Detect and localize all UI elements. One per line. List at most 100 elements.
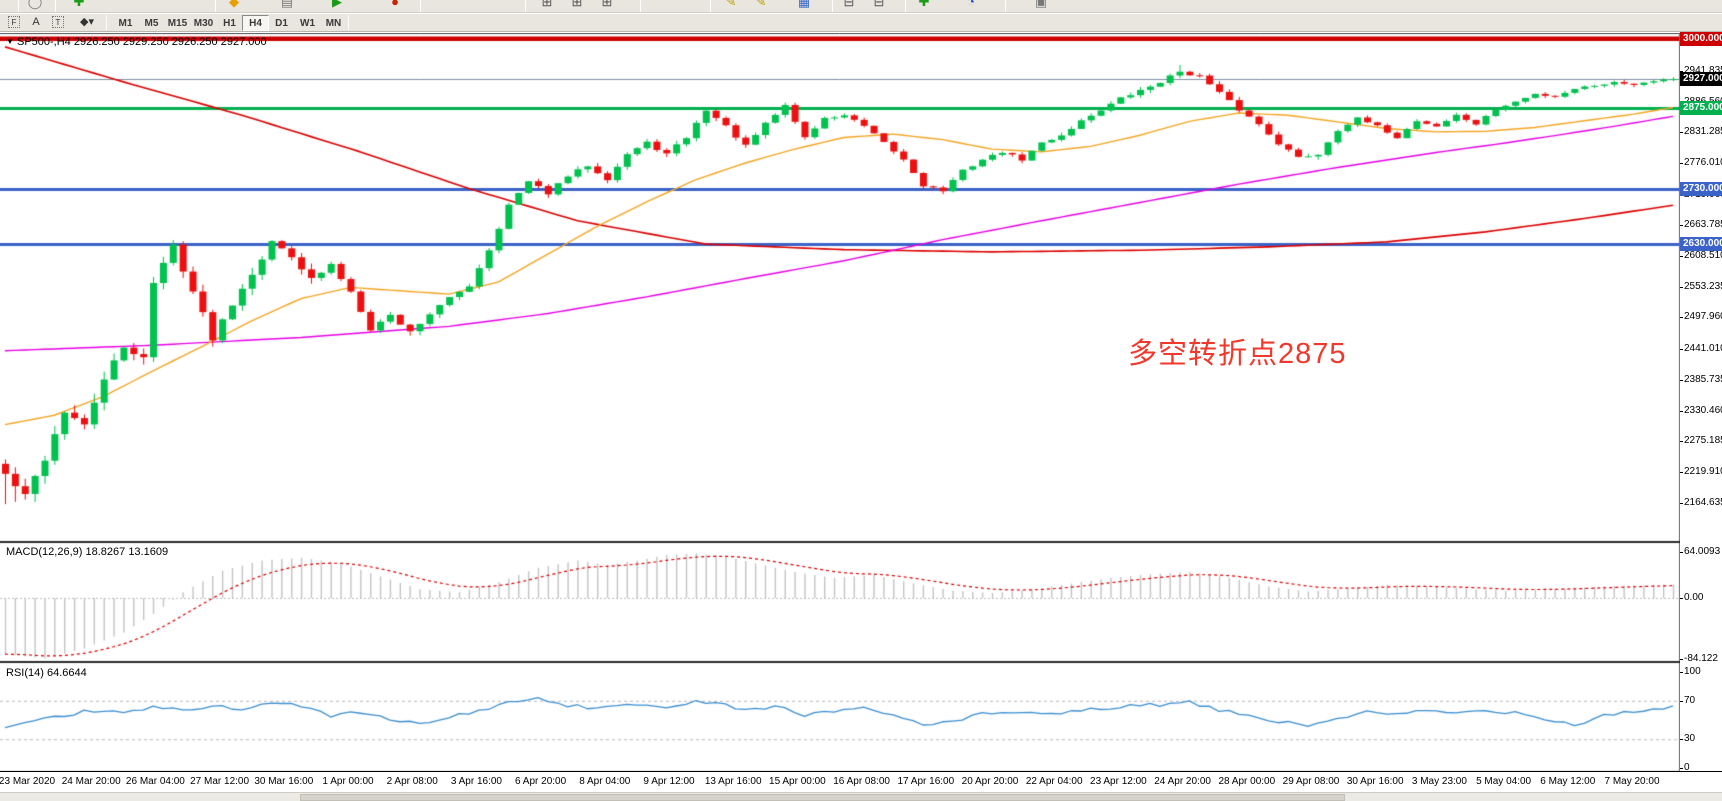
date-tick-label: 6 Apr 20:00 — [515, 776, 567, 787]
axis-tick-mark — [1680, 768, 1683, 769]
line-chart-icon[interactable]: ⊞ — [601, 0, 613, 9]
rsi-indicator-label: RSI(14) 64.6644 — [6, 667, 87, 679]
timeframe-button-w1[interactable]: W1 — [300, 18, 315, 29]
date-tick-label: 20 Apr 20:00 — [961, 776, 1019, 787]
toolbar-separator — [832, 0, 833, 12]
date-tick-label: 5 May 04:00 — [1476, 776, 1532, 787]
new-chart-icon[interactable]: ✚ — [73, 0, 85, 9]
date-tick-label: 24 Apr 20:00 — [1154, 776, 1211, 787]
date-tick-label: 15 Apr 00:00 — [769, 776, 826, 787]
macd-signal-value: 13.1609 — [128, 546, 169, 558]
axis-tick-mark — [1680, 349, 1683, 350]
arrange-windows-icon[interactable]: ⊟ — [873, 0, 885, 9]
print-icon[interactable]: ▤ — [280, 0, 294, 9]
price-tick-label: 2441.010 — [1684, 343, 1722, 354]
axis-tick-mark — [1680, 132, 1683, 133]
date-tick-label: 30 Mar 16:00 — [254, 776, 314, 787]
auto-scroll-icon[interactable]: ◔ — [967, 0, 975, 9]
toolbar-separator — [710, 0, 711, 12]
date-tick-label: 29 Apr 08:00 — [1282, 776, 1340, 787]
preview-icon[interactable]: ▶ — [332, 0, 342, 9]
date-tick-label: 17 Apr 16:00 — [897, 776, 955, 787]
price-tick-label: 0 — [1684, 762, 1690, 773]
zoom-in-icon[interactable]: ✎ — [725, 0, 737, 9]
zoom-icon[interactable]: ◯ — [27, 0, 43, 9]
price-tick-label: 2219.910 — [1684, 466, 1722, 477]
date-tick-label: 24 Mar 20:00 — [61, 776, 121, 787]
axis-tick-mark — [1680, 472, 1683, 473]
chart-shift-icon[interactable]: ▣ — [1034, 0, 1048, 9]
price-badge: 3000.000 — [1680, 32, 1722, 46]
toolbar-separator — [640, 0, 641, 12]
ohlc-low: 2926.250 — [171, 36, 218, 48]
zoom-out-icon[interactable]: ✎ — [755, 0, 767, 9]
timeframe-button-d1[interactable]: D1 — [275, 18, 288, 29]
date-tick-label: 9 Apr 12:00 — [643, 776, 695, 787]
date-axis[interactable]: 23 Mar 2020 24 Mar 20:00 26 Mar 04:00 27 Ma… — [0, 771, 1722, 791]
shapes-tool-icon[interactable]: ◆▾ — [80, 16, 94, 28]
price-tick-label: 70 — [1684, 695, 1696, 706]
chart-annotation-text: 多空转折点2875 — [1128, 338, 1347, 370]
text-label-tool-icon[interactable]: A — [32, 16, 40, 28]
axis-tick-mark — [1680, 287, 1683, 288]
toolbar-separator — [348, 15, 349, 30]
price-tick-label: 2831.285 — [1684, 126, 1722, 137]
tile-windows-icon[interactable]: ▦ — [797, 0, 811, 9]
bar-chart-icon[interactable]: ⊞ — [541, 0, 553, 9]
date-tick-label: 8 Apr 04:00 — [579, 776, 631, 787]
macd-name: MACD(12,26,9) — [6, 546, 83, 558]
date-tick-label: 7 May 20:00 — [1604, 776, 1660, 787]
collapse-triangle-icon[interactable]: ▼ — [6, 37, 14, 46]
price-badge: 2927.000 — [1680, 72, 1722, 86]
refresh-icon[interactable]: ● — [391, 0, 399, 9]
axis-tick-mark — [1680, 659, 1683, 660]
toolbar-separator — [525, 0, 526, 12]
toolbar-separator — [1005, 0, 1006, 12]
rsi-value: 64.6644 — [46, 667, 87, 679]
axis-tick-mark — [1680, 225, 1683, 226]
date-tick-label: 3 May 23:00 — [1411, 776, 1467, 787]
axis-tick-mark — [1680, 163, 1683, 164]
axis-tick-mark — [1680, 701, 1683, 702]
symbol-ohlc-line: ▼ SP500-,H4 2926.250 2929.250 2926.250 2… — [6, 36, 267, 48]
add-indicator-icon[interactable]: ✚ — [918, 0, 930, 9]
price-badge: 2630.000 — [1680, 237, 1722, 251]
cascade-windows-icon[interactable]: ⊟ — [843, 0, 855, 9]
date-tick-label: 2 Apr 08:00 — [386, 776, 438, 787]
chart-area[interactable] — [0, 33, 1722, 773]
cursor-grid-icon[interactable]: F — [4, 15, 24, 31]
ohlc-high: 2929.250 — [122, 36, 169, 48]
timeframe-button-m30[interactable]: M30 — [193, 18, 214, 29]
price-tick-label: 2608.510 — [1684, 250, 1722, 261]
timeframe-button-h1[interactable]: H1 — [223, 18, 236, 29]
price-tick-label: 30 — [1684, 733, 1696, 744]
price-axis[interactable]: 2941.8352886.5602831.2852776.0102719.060… — [1680, 32, 1722, 773]
timeframe-button-mn[interactable]: MN — [325, 18, 342, 29]
cursor-grid-glyph: F — [8, 16, 20, 28]
date-tick-label: 30 Apr 16:00 — [1346, 776, 1404, 787]
date-tick-label: 27 Mar 12:00 — [190, 776, 250, 787]
date-tick-label: 3 Apr 16:00 — [450, 776, 502, 787]
toolbar-separator — [18, 0, 19, 12]
rsi-name: RSI(14) — [6, 667, 44, 679]
text-tool-icon[interactable]: T — [48, 15, 68, 31]
timeframe-button-m15[interactable]: M15 — [167, 18, 188, 29]
favorites-icon[interactable]: ◆ — [229, 0, 239, 9]
macd-indicator-label: MACD(12,26,9) 18.8267 13.1609 — [6, 546, 168, 558]
price-tick-label: -84.122 — [1684, 653, 1718, 664]
price-badge: 2875.000 — [1680, 101, 1722, 115]
text-tool-glyph: T — [52, 16, 64, 28]
ohlc-open: 2926.250 — [73, 36, 120, 48]
candle-chart-icon[interactable]: ⊞ — [571, 0, 583, 9]
timeframe-button-m1[interactable]: M1 — [118, 18, 133, 29]
axis-tick-mark — [1680, 503, 1683, 504]
date-tick-label: 28 Apr 00:00 — [1218, 776, 1276, 787]
scrollbar-thumb[interactable] — [300, 794, 1345, 801]
horizontal-scrollbar[interactable] — [0, 792, 1722, 801]
timeframe-button-h4[interactable]: H4 — [242, 15, 269, 31]
toolbar-separator — [905, 0, 906, 12]
toolbar-separator — [215, 0, 216, 12]
timeframe-button-m5[interactable]: M5 — [144, 18, 159, 29]
axis-tick-mark — [1680, 598, 1683, 599]
